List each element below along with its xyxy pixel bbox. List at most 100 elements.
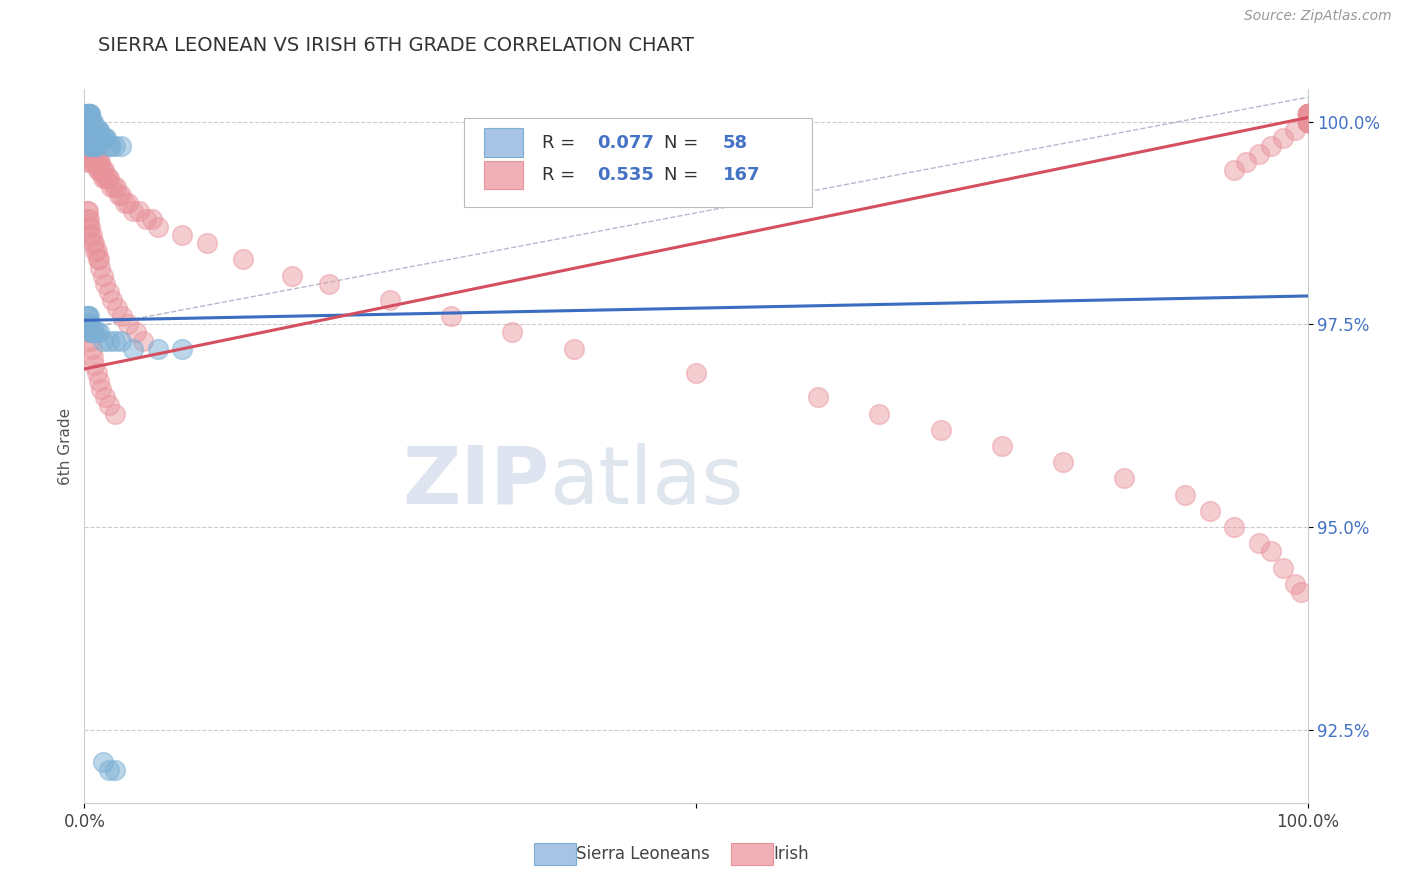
Point (1260, 139, 1282, 153)
Point (77, 106, 100, 120)
Point (97, 334, 120, 348)
Text: SIERRA LEONEAN VS IRISH 6TH GRADE CORRELATION CHART: SIERRA LEONEAN VS IRISH 6TH GRADE CORREL… (98, 36, 695, 54)
Point (97, 171, 120, 186)
Point (89, 260, 111, 275)
Point (87, 252, 110, 267)
Point (80, 147, 103, 161)
Point (1296, 114, 1319, 128)
Point (91, 268, 114, 283)
Point (104, 334, 127, 348)
Point (1296, 114, 1319, 128)
Point (1296, 106, 1319, 120)
Point (80, 228, 103, 243)
Point (77, 220, 100, 235)
Point (135, 211, 157, 226)
Point (83, 147, 105, 161)
Text: 167: 167 (723, 166, 761, 184)
Point (991, 439, 1014, 453)
Point (1284, 577, 1306, 591)
Point (87, 374, 110, 388)
Point (1296, 114, 1319, 128)
Point (84, 244, 107, 259)
Point (87, 326, 110, 340)
Point (117, 195, 139, 210)
Point (82, 114, 104, 128)
Point (82, 236, 104, 251)
Point (93, 163, 115, 178)
Point (80, 342, 103, 356)
Point (172, 228, 194, 243)
Point (77, 155, 100, 169)
Point (232, 252, 254, 267)
Point (100, 179, 122, 194)
Point (91, 131, 114, 145)
Point (87, 252, 110, 267)
Point (76, 203, 98, 218)
Point (104, 764, 127, 778)
Point (1296, 106, 1319, 120)
Point (79, 326, 101, 340)
Point (79, 147, 101, 161)
Point (1296, 114, 1319, 128)
Point (79, 139, 101, 153)
Point (77, 211, 100, 226)
Text: Sierra Leoneans: Sierra Leoneans (576, 845, 710, 863)
Point (77, 131, 100, 145)
Point (83, 236, 105, 251)
Point (77, 326, 100, 340)
Point (146, 220, 169, 235)
Point (75, 139, 97, 153)
Point (1284, 122, 1306, 136)
Point (84, 122, 107, 136)
Point (76, 106, 98, 120)
Point (94, 131, 117, 145)
Point (1296, 106, 1319, 120)
Point (97, 764, 120, 778)
Point (195, 236, 218, 251)
Point (83, 326, 105, 340)
Point (1296, 114, 1319, 128)
Point (87, 163, 110, 178)
Point (90, 382, 112, 396)
Point (89, 155, 111, 169)
Point (1296, 114, 1319, 128)
Point (1296, 114, 1319, 128)
Point (86, 155, 108, 169)
Text: N =: N = (664, 166, 704, 184)
Point (281, 268, 304, 283)
Point (110, 139, 132, 153)
Point (1052, 455, 1074, 469)
Point (380, 293, 402, 307)
Point (77, 131, 100, 145)
Point (76, 122, 98, 136)
Point (77, 203, 100, 218)
Point (1296, 114, 1319, 128)
Point (1223, 520, 1246, 534)
Point (96, 171, 118, 186)
Point (80, 139, 103, 153)
Text: 58: 58 (723, 134, 748, 152)
Point (1296, 106, 1319, 120)
Point (1296, 114, 1319, 128)
Text: N =: N = (664, 134, 704, 152)
Point (1174, 488, 1197, 502)
Point (76, 147, 98, 161)
Point (86, 139, 108, 153)
Point (77, 147, 100, 161)
Point (82, 139, 104, 153)
Point (83, 155, 105, 169)
Point (76, 106, 98, 120)
Point (1296, 106, 1319, 120)
Point (76, 310, 98, 324)
Point (83, 358, 105, 372)
Point (79, 106, 101, 120)
Point (502, 326, 524, 340)
Point (89, 131, 111, 145)
Point (1247, 536, 1270, 550)
Point (86, 326, 108, 340)
Point (80, 114, 103, 128)
Point (318, 277, 340, 291)
Point (83, 122, 105, 136)
Point (105, 179, 128, 194)
Point (110, 334, 132, 348)
